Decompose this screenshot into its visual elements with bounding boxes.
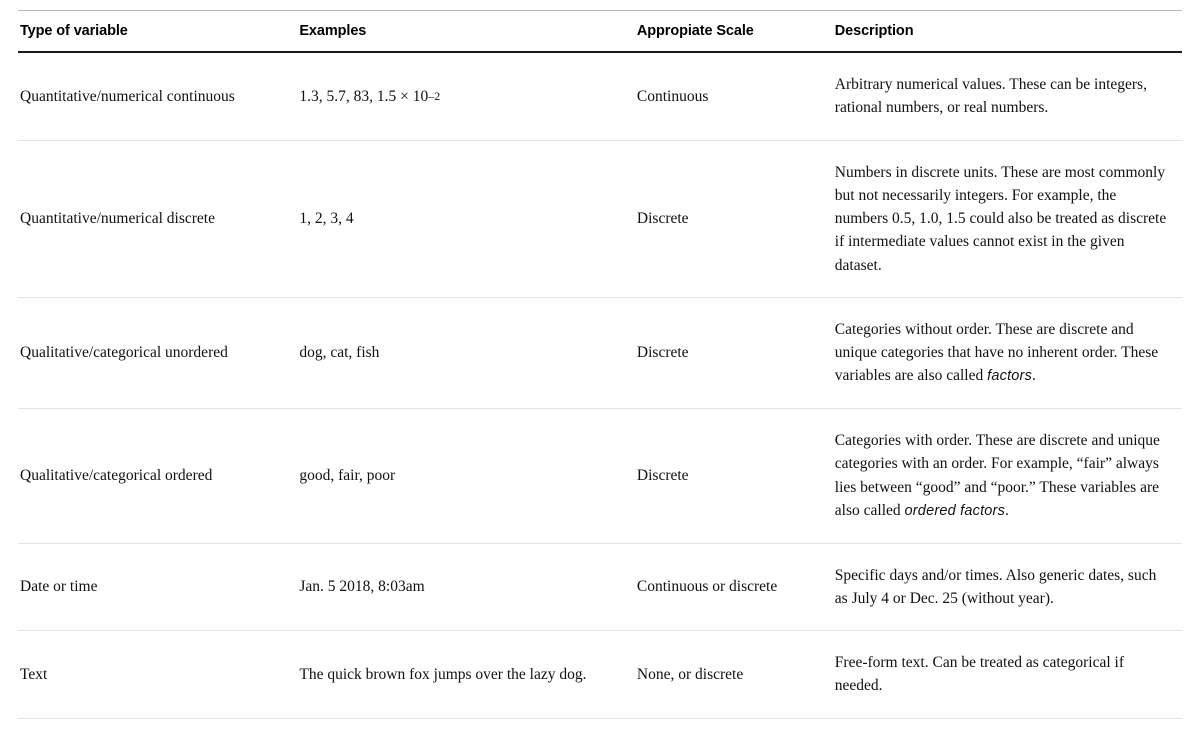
table-row: Qualitative/categorical orderedgood, fai… [18,409,1182,544]
cell-description: Categories with order. These are discret… [833,409,1182,544]
table-row: TextThe quick brown fox jumps over the l… [18,631,1182,719]
col-header-examples: Examples [297,11,635,53]
col-header-type: Type of variable [18,11,297,53]
table-body: Quantitative/numerical continuous1.3, 5.… [18,52,1182,718]
cell-type: Text [18,631,297,719]
variable-types-table: Type of variable Examples Appropiate Sca… [18,10,1182,719]
cell-scale: Discrete [635,409,833,544]
cell-scale: Continuous [635,52,833,140]
cell-description: Categories without order. These are disc… [833,297,1182,408]
table-row: Qualitative/categorical unordereddog, ca… [18,297,1182,408]
cell-scale: Discrete [635,140,833,297]
cell-description: Specific days and/or times. Also generic… [833,543,1182,631]
table-header-row: Type of variable Examples Appropiate Sca… [18,11,1182,53]
cell-examples: dog, cat, fish [297,297,635,408]
cell-type: Quantitative/numerical continuous [18,52,297,140]
cell-examples: 1, 2, 3, 4 [297,140,635,297]
table-row: Quantitative/numerical continuous1.3, 5.… [18,52,1182,140]
cell-scale: Continuous or discrete [635,543,833,631]
table-row: Date or timeJan. 5 2018, 8:03amContinuou… [18,543,1182,631]
cell-type: Quantitative/numerical discrete [18,140,297,297]
cell-type: Qualitative/categorical unordered [18,297,297,408]
col-header-scale: Appropiate Scale [635,11,833,53]
col-header-description: Description [833,11,1182,53]
cell-type: Date or time [18,543,297,631]
cell-type: Qualitative/categorical ordered [18,409,297,544]
cell-scale: Discrete [635,297,833,408]
cell-description: Free-form text. Can be treated as catego… [833,631,1182,719]
cell-examples: Jan. 5 2018, 8:03am [297,543,635,631]
table-row: Quantitative/numerical discrete1, 2, 3, … [18,140,1182,297]
cell-examples: The quick brown fox jumps over the lazy … [297,631,635,719]
cell-examples: 1.3, 5.7, 83, 1.5 × 10–2 [297,52,635,140]
cell-description: Numbers in discrete units. These are mos… [833,140,1182,297]
cell-examples: good, fair, poor [297,409,635,544]
cell-scale: None, or discrete [635,631,833,719]
cell-description: Arbitrary numerical values. These can be… [833,52,1182,140]
